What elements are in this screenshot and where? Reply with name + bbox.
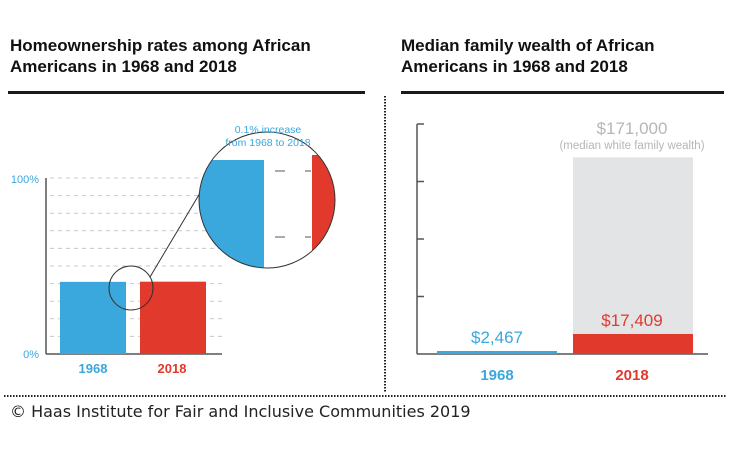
left-ytick-100: 100% (11, 174, 39, 186)
reference-value-label: $171,000 (597, 119, 668, 138)
magnifier-connector (149, 192, 201, 278)
annotation-line2: from 1968 to 2018 (225, 137, 310, 149)
left-bar-2018 (140, 281, 206, 354)
right-chart-title: Median family wealth of African American… (401, 35, 654, 77)
right-bar-2018 (573, 333, 693, 354)
right-y-axis (416, 123, 424, 354)
right-xlabel-1968: 1968 (480, 367, 513, 384)
value-label-1968: $2,467 (471, 328, 523, 347)
left-ytick-0: 0% (23, 349, 39, 361)
reference-sublabel: (median white family wealth) (559, 140, 704, 152)
annotation-line1: 0.1% increase (235, 124, 302, 136)
left-xlabel-2018: 2018 (158, 361, 187, 376)
right-xlabel-2018: 2018 (615, 367, 648, 384)
magnified-bar-1968 (199, 160, 264, 268)
left-title-rule (8, 91, 365, 94)
magnified-bar-2018 (312, 155, 335, 268)
footer-credit: © Haas Institute for Fair and Inclusive … (10, 402, 471, 421)
value-label-2018: $17,409 (601, 311, 662, 330)
right-title-rule (401, 91, 724, 94)
left-chart-title: Homeownership rates among African Americ… (10, 35, 311, 77)
magnifier-source-circle (108, 265, 154, 311)
left-title-line2: Americans in 1968 and 2018 (10, 57, 237, 76)
right-title-line2: Americans in 1968 and 2018 (401, 57, 628, 76)
white-median-reference-bar (573, 157, 693, 354)
left-xlabel-1968: 1968 (79, 361, 108, 376)
right-bar-1968 (437, 351, 557, 354)
left-title-line1: Homeownership rates among African (10, 36, 311, 55)
left-bar-1968 (60, 281, 126, 354)
right-title-line1: Median family wealth of African (401, 36, 655, 55)
magnifier-zoom-circle: 0.1% increase from 1968 to 2018 (198, 124, 336, 269)
